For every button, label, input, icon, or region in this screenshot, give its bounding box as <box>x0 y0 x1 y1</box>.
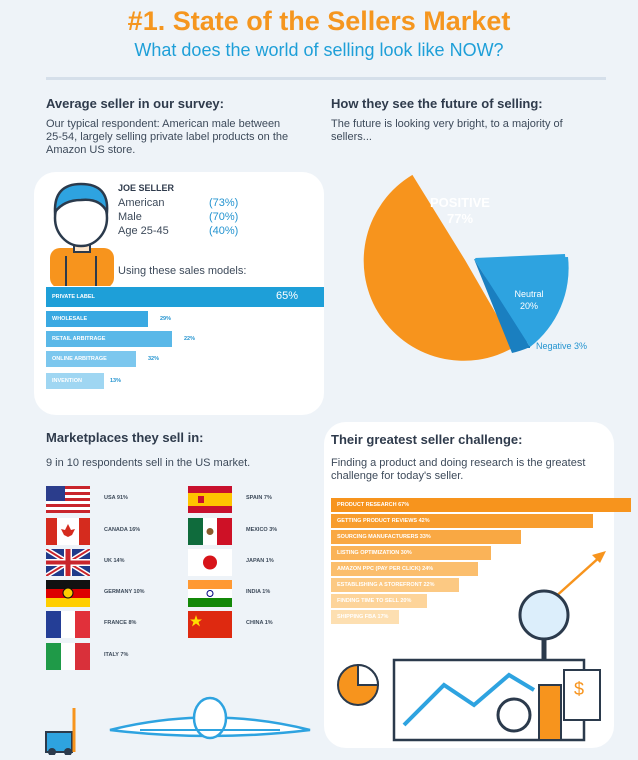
sales-models-label: Using these sales models: <box>118 265 247 277</box>
invoice-icon <box>563 669 601 721</box>
challenge-bar: GETTING PRODUCT REVIEWS 42% <box>331 514 593 528</box>
trait-label: Male <box>118 211 142 223</box>
header-divider <box>46 77 606 80</box>
model-bar-private-label: PRIVATE LABEL <box>46 287 324 307</box>
model-bar-label: WHOLESALE <box>52 316 88 322</box>
model-bar-value: 29% <box>160 316 172 322</box>
challenge-bar-label: FINDING TIME TO SELL 20% <box>337 598 412 604</box>
seller-name: JOE SELLER <box>118 183 175 193</box>
china-flag-icon <box>188 611 232 638</box>
model-bar-wholesale: WHOLESALE <box>46 311 148 327</box>
marketplace-label: CANADA 16% <box>104 527 141 533</box>
positive-slice-label: POSITIVE 77% <box>412 195 508 227</box>
model-bar-value: 32% <box>148 356 160 362</box>
challenge-bar: LISTING OPTIMIZATION 30% <box>331 546 491 560</box>
trend-line-icon <box>402 672 536 727</box>
challenge-bar: PRODUCT RESEARCH 67% <box>331 498 631 512</box>
challenge-bar-label: SHIPPING FBA 17% <box>337 614 389 620</box>
france-flag-icon <box>46 611 90 638</box>
shipping-illustration <box>45 696 311 755</box>
neutral-value: 20% <box>519 301 538 311</box>
challenge-bar-label: GETTING PRODUCT REVIEWS 42% <box>337 518 430 524</box>
research-illustration: $ <box>337 551 606 742</box>
marketplaces-heading: Marketplaces they sell in: <box>46 430 204 445</box>
avatar-icon <box>50 182 114 286</box>
page-title: #1. State of the Sellers Market <box>127 6 511 36</box>
marketplace-label: SPAIN 7% <box>246 495 272 501</box>
challenge-bar-label: ESTABLISHING A STOREFRONT 22% <box>337 582 435 588</box>
usa-flag-icon <box>46 486 90 513</box>
spain-flag-icon <box>188 486 232 513</box>
marketplace-label: INDIA 1% <box>246 589 271 595</box>
marketplace-label: FRANCE 8% <box>104 620 137 626</box>
trait-value: (73%) <box>209 197 239 209</box>
challenge-bar: SHIPPING FBA 17% <box>331 610 399 624</box>
canada-flag-icon <box>46 518 90 545</box>
stopwatch-icon <box>496 697 532 733</box>
trait-label: Age 25-45 <box>118 225 169 237</box>
model-bar-value: 65% <box>276 290 299 302</box>
marketplaces-description: 9 in 10 respondents sell in the US marke… <box>46 457 251 469</box>
forklift-icon <box>45 731 73 753</box>
model-bar-label: PRIVATE LABEL <box>52 294 95 300</box>
negative-pointer-line <box>516 346 530 348</box>
model-bar-label: INVENTION <box>52 378 82 384</box>
positive-label: POSITIVE <box>430 195 490 210</box>
positive-value: 77% <box>446 211 474 226</box>
challenge-bar: SOURCING MANUFACTURERS 33% <box>331 530 521 544</box>
marketplace-label: ITALY 7% <box>104 652 129 658</box>
marketplace-label: USA 91% <box>104 495 128 501</box>
average-seller-description: Our typical respondent: American male be… <box>46 118 289 156</box>
model-bar-retail-arbitrage: RETAIL ARBITRAGE <box>46 331 172 347</box>
challenge-bar-label: LISTING OPTIMIZATION 30% <box>337 550 412 556</box>
neutral-slice-label: Neutral 20% <box>506 288 552 312</box>
challenge-bar-label: SOURCING MANUFACTURERS 33% <box>337 534 431 540</box>
magnifier-icon <box>518 589 570 641</box>
challenge-bar-chart: PRODUCT RESEARCH 67% GETTING PRODUCT REV… <box>331 498 631 628</box>
sales-models-chart: PRIVATE LABEL 65% WHOLESALE 29% RETAIL A… <box>46 287 324 397</box>
model-bar-invention: INVENTION <box>46 373 104 389</box>
challenge-bar: ESTABLISHING A STOREFRONT 22% <box>331 578 459 592</box>
challenge-heading: Their greatest seller challenge: <box>331 432 523 447</box>
model-bar-online-arbitrage: ONLINE ARBITRAGE <box>46 351 136 367</box>
marketplace-label: CHINA 1% <box>246 620 273 626</box>
model-bar-value: 22% <box>184 336 196 342</box>
pie-slice-positive <box>363 174 515 361</box>
neutral-label: Neutral <box>514 289 544 299</box>
japan-flag-icon <box>188 549 232 576</box>
trait-label: American <box>118 197 165 209</box>
marketplace-label: GERMANY 10% <box>104 589 145 595</box>
mexico-flag-icon <box>188 518 232 545</box>
model-bar-label: ONLINE ARBITRAGE <box>52 356 107 362</box>
model-bar-value: 13% <box>110 378 122 384</box>
germany-flag-icon <box>46 580 90 607</box>
future-heading: How they see the future of selling: <box>331 96 543 111</box>
bar-column-icon <box>538 684 562 741</box>
challenge-bar-label: PRODUCT RESEARCH 67% <box>337 502 410 508</box>
marketplace-label: UK 14% <box>104 558 125 564</box>
future-description: The future is looking very bright, to a … <box>331 118 563 143</box>
seller-profile-card: JOE SELLER American Male Age 25-45 (73%)… <box>34 172 324 415</box>
uk-flag-icon <box>46 549 90 576</box>
marketplace-label: JAPAN 1% <box>246 558 274 564</box>
challenge-bar-label: AMAZON PPC (PAY PER CLICK) 24% <box>337 566 434 572</box>
svg-text:$: $ <box>574 679 584 699</box>
trait-value: (40%) <box>209 225 239 237</box>
trait-labels: American Male Age 25-45 <box>118 196 169 238</box>
average-seller-heading: Average seller in our survey: <box>46 96 224 111</box>
trait-values: (73%) (70%) (40%) <box>209 196 238 238</box>
model-bar-label: RETAIL ARBITRAGE <box>52 336 106 342</box>
challenge-description: Finding a product and doing research is … <box>331 457 586 482</box>
trait-value: (70%) <box>209 211 239 223</box>
page-subtitle: What does the world of selling look like… <box>134 40 504 60</box>
challenge-bar: AMAZON PPC (PAY PER CLICK) 24% <box>331 562 478 576</box>
neutral-slice-overlay <box>474 257 569 353</box>
challenge-bar: FINDING TIME TO SELL 20% <box>331 594 427 608</box>
italy-flag-icon <box>46 643 90 670</box>
marketplace-label: MEXICO 3% <box>246 527 278 533</box>
negative-slice-label: Negative 3% <box>536 341 588 351</box>
india-flag-icon <box>188 580 232 607</box>
